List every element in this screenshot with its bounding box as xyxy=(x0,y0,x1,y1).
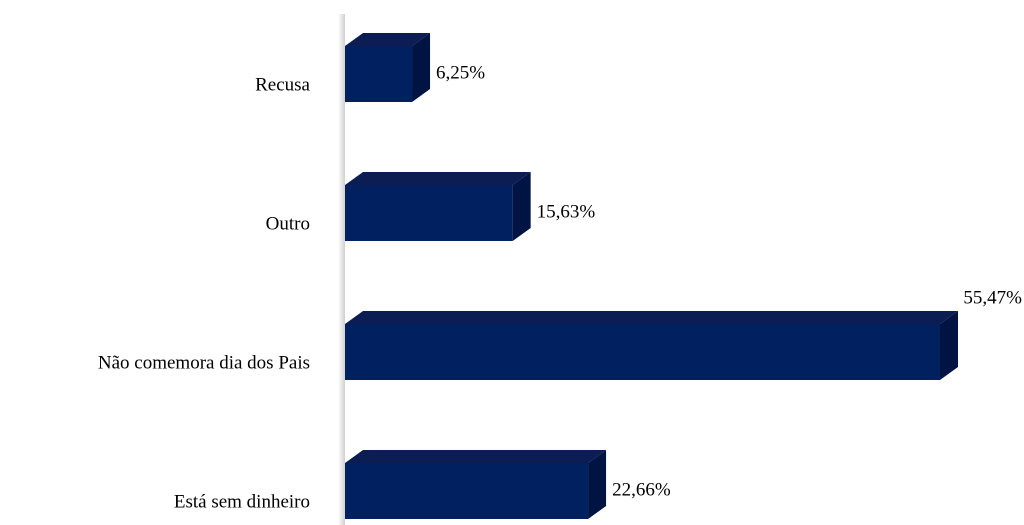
value-label: 55,47% xyxy=(963,287,1022,308)
bar xyxy=(345,46,413,102)
axis-shadow xyxy=(338,14,345,525)
bar-top xyxy=(345,33,431,46)
bar-top xyxy=(345,450,607,463)
category-label: Recusa xyxy=(255,74,310,95)
category-label: Outro xyxy=(266,213,310,234)
bar xyxy=(345,185,513,241)
category-label: Está sem dinheiro xyxy=(174,491,310,512)
value-label: 6,25% xyxy=(436,62,485,83)
bar-top xyxy=(345,311,958,324)
value-label: 22,66% xyxy=(612,479,671,500)
bar-side xyxy=(588,450,607,519)
bar-side xyxy=(412,33,431,102)
bar-top xyxy=(345,172,531,185)
bar-side xyxy=(940,311,958,380)
bar-side xyxy=(512,172,531,241)
bar xyxy=(345,463,589,519)
category-label: Não comemora dia dos Pais xyxy=(98,352,310,373)
value-label: 15,63% xyxy=(537,201,596,222)
bar xyxy=(345,324,940,380)
